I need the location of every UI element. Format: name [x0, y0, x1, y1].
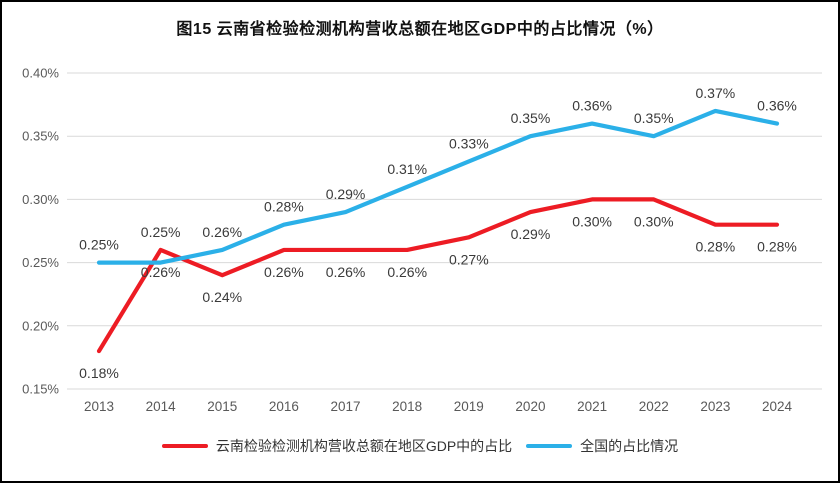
svg-text:0.37%: 0.37%: [696, 85, 736, 101]
legend-label-yunnan: 云南检验检测机构营收总额在地区GDP中的占比: [215, 438, 513, 454]
svg-text:0.29%: 0.29%: [511, 226, 551, 242]
svg-text:0.25%: 0.25%: [79, 237, 119, 253]
svg-text:0.30%: 0.30%: [634, 213, 674, 229]
chart-legend: 云南检验检测机构营收总额在地区GDP中的占比 全国的占比情况: [2, 436, 838, 456]
svg-text:0.28%: 0.28%: [264, 199, 304, 215]
svg-text:2014: 2014: [146, 399, 177, 414]
svg-text:0.26%: 0.26%: [141, 264, 181, 280]
svg-text:0.35%: 0.35%: [634, 110, 674, 126]
legend-item-national: 全国的占比情况: [526, 436, 678, 456]
svg-text:2013: 2013: [84, 399, 114, 414]
svg-text:2023: 2023: [700, 399, 730, 414]
svg-text:0.15%: 0.15%: [22, 382, 59, 397]
svg-text:0.35%: 0.35%: [22, 129, 59, 144]
svg-text:0.24%: 0.24%: [202, 289, 242, 305]
svg-text:0.31%: 0.31%: [387, 161, 427, 177]
svg-text:0.29%: 0.29%: [326, 186, 366, 202]
svg-text:0.28%: 0.28%: [696, 239, 736, 255]
data-labels: 0.18% 0.25% 0.26% 0.25% 0.24% 0.26% 0.26% 0.28%…: [79, 85, 797, 381]
legend-item-yunnan: 云南检验检测机构营收总额在地区GDP中的占比: [161, 436, 513, 456]
x-axis-tick-labels: 2013 2014 2015 2016 2017 2018 2019 2020 2021 2022…: [84, 399, 793, 414]
svg-text:0.30%: 0.30%: [22, 192, 59, 207]
national-series-line: [96, 108, 780, 265]
line-chart: 0.40%0.35%0.30%0.25%0.20%0.15%2013 2014 20…: [22, 66, 822, 414]
svg-text:2016: 2016: [269, 399, 299, 414]
svg-text:0.33%: 0.33%: [449, 135, 489, 151]
svg-text:0.26%: 0.26%: [202, 224, 242, 240]
svg-text:0.36%: 0.36%: [757, 98, 797, 114]
svg-text:0.40%: 0.40%: [22, 66, 59, 81]
svg-text:0.26%: 0.26%: [264, 264, 304, 280]
yunnan-line-swatch: [161, 444, 208, 448]
legend-label-national: 全国的占比情况: [580, 438, 679, 454]
svg-text:0.27%: 0.27%: [449, 251, 489, 267]
svg-text:0.25%: 0.25%: [141, 224, 181, 240]
svg-text:0.18%: 0.18%: [79, 365, 119, 381]
svg-text:2022: 2022: [639, 399, 669, 414]
svg-text:0.30%: 0.30%: [572, 213, 612, 229]
svg-text:2021: 2021: [577, 399, 607, 414]
svg-text:2019: 2019: [454, 399, 484, 414]
national-line-swatch: [526, 444, 573, 448]
svg-text:2015: 2015: [207, 399, 237, 414]
svg-text:0.28%: 0.28%: [757, 239, 797, 255]
svg-text:0.36%: 0.36%: [572, 98, 612, 114]
svg-text:2020: 2020: [515, 399, 545, 414]
svg-text:0.26%: 0.26%: [387, 264, 427, 280]
svg-text:2017: 2017: [331, 399, 361, 414]
svg-text:0.25%: 0.25%: [22, 255, 59, 270]
gridlines: [67, 72, 822, 390]
svg-text:0.35%: 0.35%: [511, 110, 551, 126]
series-lines: [96, 108, 780, 354]
yunnan-series-line: [96, 197, 780, 354]
svg-text:0.26%: 0.26%: [326, 264, 366, 280]
chart-title: 图15 云南省检验检测机构营收总额在地区GDP中的占比情况（%）: [176, 21, 664, 38]
svg-text:2024: 2024: [762, 399, 793, 414]
svg-text:2018: 2018: [392, 399, 422, 414]
svg-text:0.20%: 0.20%: [22, 318, 59, 333]
y-axis-tick-labels: 0.40% 0.35% 0.30% 0.25% 0.20% 0.15%: [22, 66, 59, 397]
